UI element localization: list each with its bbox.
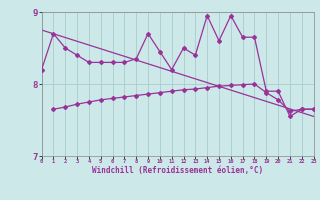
X-axis label: Windchill (Refroidissement éolien,°C): Windchill (Refroidissement éolien,°C) [92, 166, 263, 175]
